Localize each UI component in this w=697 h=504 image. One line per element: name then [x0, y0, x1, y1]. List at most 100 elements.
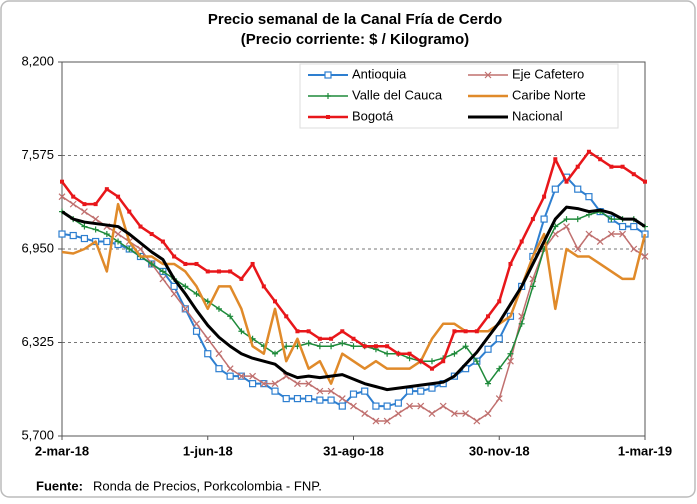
- point-marker: [69, 200, 77, 208]
- point-marker: [540, 215, 548, 223]
- y-tick-label: 5,700: [21, 427, 54, 442]
- point-marker: [317, 336, 322, 341]
- point-marker: [630, 222, 638, 231]
- chart-title: Precio semanal de la Canal Fría de Cerdo: [208, 11, 502, 28]
- point-marker: [383, 402, 391, 410]
- point-marker: [574, 245, 582, 253]
- series-line: [61, 202, 647, 385]
- legend-label: Bogotá: [352, 108, 394, 123]
- point-marker: [58, 193, 66, 201]
- point-marker: [372, 402, 380, 410]
- point-marker: [394, 410, 402, 417]
- point-marker: [607, 230, 615, 238]
- point-marker: [451, 350, 458, 357]
- point-marker: [305, 395, 313, 403]
- series: [61, 205, 646, 392]
- point-marker: [485, 380, 492, 387]
- point-marker: [641, 253, 649, 260]
- point-marker: [316, 343, 323, 350]
- point-marker: [215, 305, 222, 312]
- point-marker: [507, 350, 514, 357]
- point-marker: [598, 157, 603, 162]
- point-marker: [462, 410, 470, 417]
- legend-label: Nacional: [512, 108, 563, 123]
- point-marker: [495, 395, 503, 403]
- point-marker: [305, 340, 312, 347]
- y-tick-label: 6,325: [21, 334, 54, 349]
- point-marker: [507, 357, 514, 365]
- point-marker: [643, 179, 647, 184]
- point-marker: [226, 372, 234, 380]
- point-marker: [80, 234, 89, 243]
- point-marker: [172, 254, 177, 259]
- point-marker: [103, 231, 110, 238]
- point-marker: [148, 260, 155, 267]
- point-marker: [327, 387, 335, 395]
- point-marker: [349, 390, 358, 398]
- point-marker: [564, 179, 569, 184]
- point-marker: [282, 395, 290, 403]
- point-marker: [71, 194, 76, 199]
- series-group: [58, 149, 649, 425]
- point-marker: [619, 230, 627, 238]
- x-tick-label: 31-ago-18: [323, 443, 384, 458]
- point-marker: [563, 223, 570, 230]
- point-marker: [385, 344, 390, 349]
- point-marker: [339, 340, 346, 347]
- series: [60, 149, 647, 371]
- point-marker: [273, 299, 278, 304]
- point-marker: [160, 239, 165, 244]
- series: [61, 202, 647, 385]
- point-marker: [519, 239, 524, 244]
- grid: 5,700 6,325 6,950 7,575 8,200 2-mar-18 1-jun-1…: [21, 53, 672, 458]
- point-marker: [204, 335, 212, 343]
- series: [58, 193, 649, 425]
- point-marker: [215, 350, 223, 358]
- point-marker: [226, 365, 234, 373]
- point-marker: [204, 298, 211, 305]
- source-text: Ronda de Precios, Porkcolombia - FNP.: [93, 478, 322, 493]
- point-marker: [306, 329, 311, 334]
- point-marker: [81, 223, 88, 230]
- point-marker: [192, 327, 201, 335]
- legend-label: Eje Cafetero: [512, 66, 584, 81]
- point-marker: [293, 395, 302, 403]
- point-marker: [271, 380, 279, 388]
- point-marker: [127, 209, 132, 214]
- point-marker: [553, 157, 558, 162]
- point-marker: [350, 402, 357, 410]
- point-marker: [58, 230, 66, 238]
- point-marker: [529, 283, 536, 290]
- point-marker: [115, 238, 122, 245]
- point-marker: [361, 387, 369, 395]
- point-marker: [552, 223, 559, 230]
- point-marker: [473, 417, 481, 425]
- point-marker: [361, 410, 369, 417]
- point-marker: [495, 335, 503, 343]
- point-marker: [250, 261, 255, 266]
- point-marker: [326, 115, 330, 119]
- point-marker: [69, 231, 77, 240]
- point-marker: [428, 384, 436, 392]
- point-marker: [249, 372, 257, 380]
- point-marker: [484, 345, 492, 353]
- plot-area: [61, 61, 646, 437]
- point-marker: [417, 402, 425, 410]
- point-marker: [530, 217, 535, 222]
- point-marker: [351, 336, 356, 341]
- point-marker: [463, 329, 468, 334]
- point-marker: [316, 396, 324, 404]
- point-marker: [80, 208, 88, 216]
- point-marker: [329, 336, 334, 341]
- point-marker: [327, 396, 335, 404]
- y-tick-label: 7,575: [21, 147, 54, 162]
- point-marker: [216, 269, 221, 274]
- point-marker: [82, 202, 87, 207]
- point-marker: [248, 380, 257, 388]
- point-marker: [418, 359, 423, 364]
- point-marker: [350, 343, 357, 350]
- point-marker: [93, 202, 98, 207]
- point-marker: [271, 387, 279, 395]
- point-marker: [338, 402, 346, 410]
- point-marker: [260, 380, 268, 388]
